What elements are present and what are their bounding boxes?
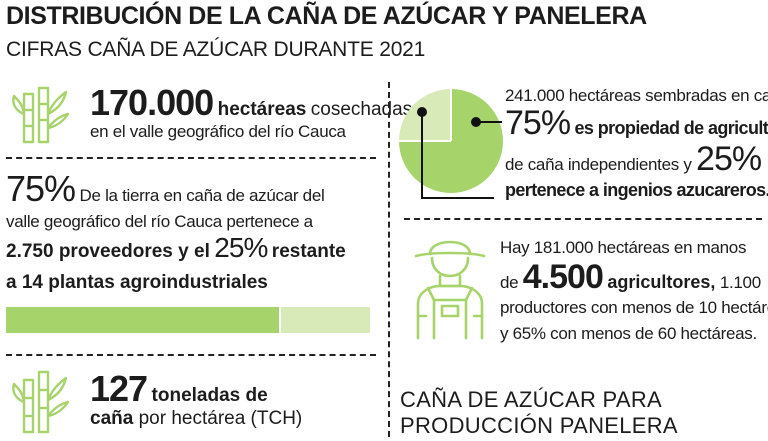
tch-text2: por hectárea (TCH)	[138, 408, 303, 429]
pie-callout-lines	[417, 107, 502, 199]
hectares-value: 170.000	[90, 82, 214, 123]
farmers-text1: Hay 181.000 hectáreas en manos	[500, 238, 747, 257]
sown-line3: de caña independientes y 25%	[505, 140, 762, 179]
land-text1: De la tierra en caña de azúcar del	[79, 186, 325, 205]
land-text3-bold: 2.750 proveedores y el	[6, 241, 210, 262]
land-text2: valle geográfico del río Cauca pertenece…	[6, 212, 313, 231]
sugarcane-icon	[12, 370, 70, 434]
farmers-text4: y 65% con menos de 60 hectáreas.	[500, 324, 757, 343]
farmer-icon	[414, 240, 486, 340]
farmers-text2-bold: agricultores,	[607, 272, 716, 292]
sown-text1: 241.000 hectáreas sembradas en caña;	[505, 86, 768, 105]
tch-text2-bold: caña	[90, 408, 134, 429]
sugarcane-icon	[12, 86, 70, 144]
divider	[404, 218, 762, 220]
farmers-text2-pre: de	[500, 273, 519, 292]
land-share-bar-fill	[6, 307, 281, 333]
vertical-divider	[388, 82, 390, 437]
tch-value: 127	[90, 368, 148, 409]
tch-line2: caña por hectárea (TCH)	[90, 408, 302, 430]
panelera-heading-line1: CAÑA DE AZÚCAR PARA	[400, 387, 663, 412]
panelera-heading-line2: PRODUCCIÓN PANELERA	[400, 413, 678, 438]
farmers-line2: de 4.500 agricultores, 1.100	[500, 258, 761, 297]
page-subtitle: CIFRAS CAÑA DE AZÚCAR DURANTE 2021	[6, 38, 426, 61]
hectares-text2: en el valle geográfico del río Cauca	[90, 122, 346, 141]
farmers-text3: productores con menos de 10 hectáreas	[500, 298, 768, 317]
land-share-bar	[6, 307, 370, 333]
sown-text2: es propiedad de agricultores	[574, 118, 768, 138]
hectares-text1: cosechadas	[310, 99, 413, 120]
land-text3-end: restante	[271, 241, 346, 262]
sown-text4: pertenece a ingenios azucareros.	[505, 180, 768, 200]
land-percent: 75%	[6, 168, 76, 209]
page-title: DISTRIBUCIÓN DE LA CAÑA DE AZÚCAR Y PANE…	[6, 2, 647, 30]
land-line3: 2.750 proveedores y el 25% restante	[6, 232, 346, 264]
land-line1: 75% De la tierra en caña de azúcar del	[6, 168, 325, 210]
sown-text3: de caña independientes y	[505, 155, 692, 174]
sown-percent2: 25%	[696, 140, 762, 178]
land-percent2: 25%	[214, 232, 268, 263]
tch-line1: 127 toneladas de	[90, 368, 268, 410]
land-text4: a 14 plantas agroindustriales	[6, 272, 268, 293]
farmers-text2-end: 1.100	[719, 273, 761, 292]
hectares-line1: 170.000 hectáreas cosechadas	[90, 82, 412, 124]
divider	[6, 157, 376, 159]
sown-percent1: 75%	[505, 104, 571, 142]
hectares-unit: hectáreas	[217, 99, 307, 120]
tch-unit: toneladas de	[151, 385, 268, 406]
divider	[6, 354, 376, 356]
farmers-value: 4.500	[522, 258, 604, 296]
sown-line2: 75% es propiedad de agricultores	[505, 104, 768, 143]
